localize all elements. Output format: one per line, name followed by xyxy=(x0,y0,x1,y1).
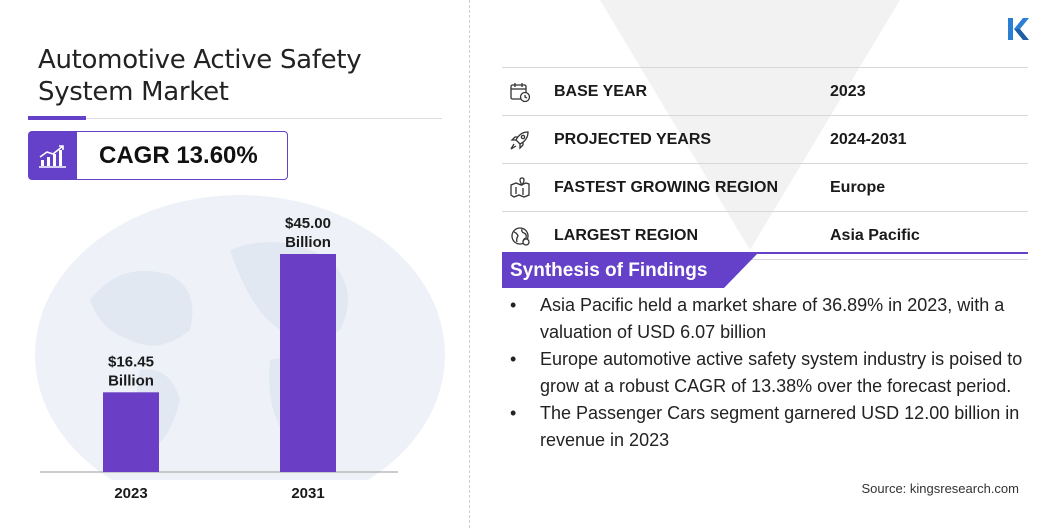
finding-text: Europe automotive active safety system i… xyxy=(540,349,1023,396)
data-label: Billion xyxy=(108,372,154,389)
findings-list: • Asia Pacific held a market share of 36… xyxy=(510,292,1030,454)
info-label: LARGEST REGION xyxy=(554,226,699,244)
bar-2023 xyxy=(103,392,159,472)
cagr-value: CAGR 13.60% xyxy=(99,141,258,169)
bar-2031 xyxy=(280,254,336,472)
background-triangle-watermark xyxy=(600,0,900,250)
chart-title: Automotive Active Safety System Market xyxy=(38,45,362,107)
info-table-top-rule xyxy=(502,67,1028,68)
info-value: Asia Pacific xyxy=(830,226,920,244)
finding-item: • Europe automotive active safety system… xyxy=(510,346,1030,400)
x-tick-label: 2023 xyxy=(114,485,147,502)
data-label: $45.00 xyxy=(285,215,331,232)
info-row-projected-years: PROJECTED YEARS 2024-2031 xyxy=(502,116,1028,164)
finding-item: • Asia Pacific held a market share of 36… xyxy=(510,292,1030,346)
globe-icon xyxy=(508,224,532,248)
panel-divider xyxy=(469,0,470,528)
info-label: PROJECTED YEARS xyxy=(554,130,712,148)
title-accent-bar xyxy=(28,116,86,120)
info-value: 2023 xyxy=(830,82,866,100)
title-divider xyxy=(28,118,442,119)
info-label: FASTEST GROWING REGION xyxy=(554,178,779,196)
info-row-base-year: BASE YEAR 2023 xyxy=(502,68,1028,116)
growth-chart-icon xyxy=(29,132,77,179)
info-value: Europe xyxy=(830,178,886,196)
info-row-largest-region: LARGEST REGION Asia Pacific xyxy=(502,212,1028,260)
region-map-icon xyxy=(508,176,532,200)
bullet: • xyxy=(510,403,517,423)
synthesis-rule xyxy=(502,252,1028,254)
finding-item: • The Passenger Cars segment garnered US… xyxy=(510,400,1030,454)
info-value: 2024-2031 xyxy=(830,130,907,148)
market-size-bar-chart: $16.45 Billion 2023 $45.00 Billion 2031 xyxy=(40,215,398,502)
synthesis-header-tag xyxy=(502,254,757,288)
x-tick-label: 2031 xyxy=(291,485,324,502)
cagr-badge: CAGR 13.60% xyxy=(28,131,288,180)
finding-text: Asia Pacific held a market share of 36.8… xyxy=(540,295,1005,342)
rocket-icon xyxy=(508,128,532,152)
info-label: BASE YEAR xyxy=(554,82,648,100)
data-label: $16.45 xyxy=(108,353,154,370)
data-label: Billion xyxy=(285,234,331,251)
info-row-fastest-growing-region: FASTEST GROWING REGION Europe xyxy=(502,164,1028,212)
synthesis-title: Synthesis of Findings xyxy=(510,260,708,281)
bullet: • xyxy=(510,295,517,315)
market-summary-panel: Automotive Active Safety System Market C… xyxy=(0,0,468,528)
kings-research-logo xyxy=(1008,18,1029,40)
source-note: Source: kingsresearch.com xyxy=(861,481,1019,496)
calendar-icon xyxy=(508,80,532,104)
bullet: • xyxy=(510,349,517,369)
finding-text: The Passenger Cars segment garnered USD … xyxy=(540,403,1020,450)
key-facts-panel: BASE YEAR 2023 PROJECTED YEARS 2024-2031… xyxy=(470,0,1056,528)
